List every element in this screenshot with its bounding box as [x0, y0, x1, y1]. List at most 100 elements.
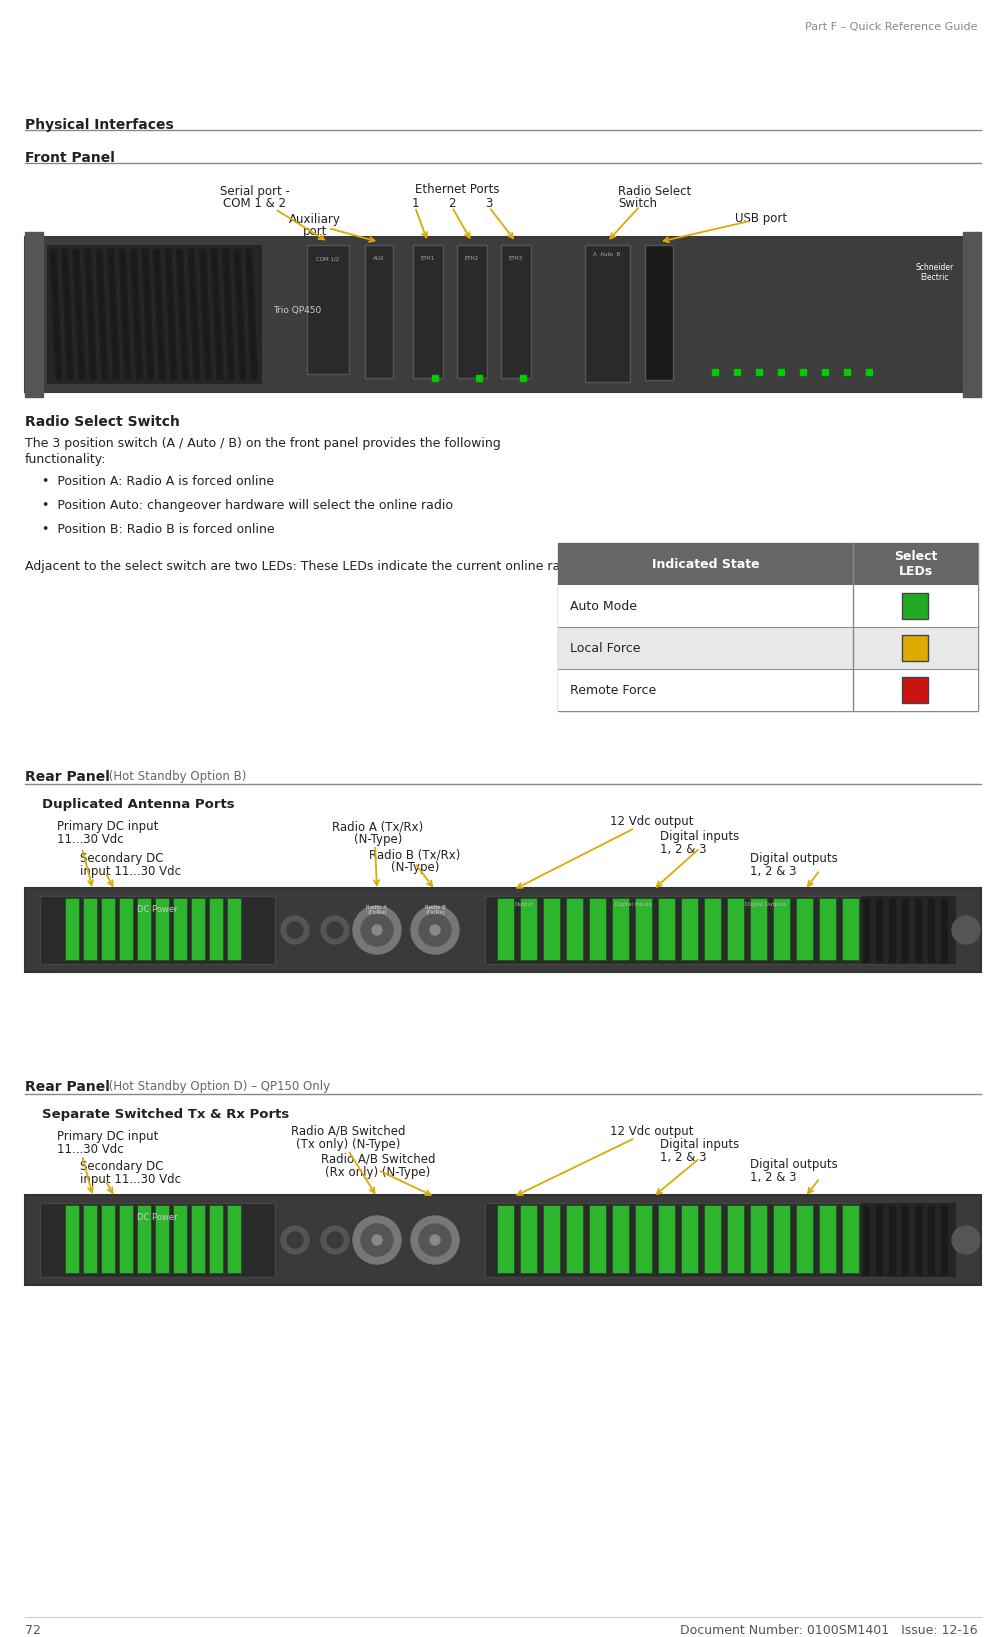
Circle shape — [353, 1216, 401, 1264]
Bar — [137, 1205, 151, 1274]
Text: Ethernet Ports: Ethernet Ports — [414, 183, 499, 196]
Text: Radio A
(Tx/Rx): Radio A (Tx/Rx) — [366, 905, 387, 915]
Text: Rear Panel: Rear Panel — [25, 769, 110, 784]
Bar — [796, 1205, 813, 1274]
Bar — [704, 899, 721, 959]
Bar — [585, 246, 630, 381]
Text: Digital outputs: Digital outputs — [750, 851, 838, 864]
Text: 1, 2 & 3: 1, 2 & 3 — [660, 1151, 706, 1164]
Text: functionality:: functionality: — [25, 453, 107, 467]
Circle shape — [411, 905, 459, 954]
Bar — [750, 899, 767, 959]
Text: Switch: Switch — [618, 196, 657, 210]
Text: Front Panel: Front Panel — [25, 151, 115, 165]
Circle shape — [321, 917, 349, 945]
Bar — [191, 899, 205, 959]
Text: Digital outputs: Digital outputs — [750, 1157, 838, 1170]
Text: Indicated State: Indicated State — [652, 558, 760, 571]
Text: input 11...30 Vdc: input 11...30 Vdc — [80, 864, 181, 877]
Text: USB port: USB port — [735, 213, 787, 224]
Bar — [227, 1205, 241, 1274]
Text: Radio A/B Switched: Radio A/B Switched — [291, 1125, 405, 1138]
Text: Secondary DC: Secondary DC — [80, 851, 164, 864]
Bar — [497, 1205, 514, 1274]
Text: 3: 3 — [485, 196, 493, 210]
Circle shape — [372, 925, 382, 935]
Bar — [704, 1205, 721, 1274]
Bar — [173, 899, 187, 959]
Text: Electric: Electric — [920, 273, 950, 282]
Text: 12 Vdc output: 12 Vdc output — [610, 1125, 693, 1138]
Circle shape — [287, 1233, 303, 1247]
Bar — [485, 1203, 885, 1277]
Text: AUX: AUX — [373, 257, 384, 262]
Circle shape — [281, 1226, 309, 1254]
Bar — [83, 1205, 97, 1274]
Bar — [209, 899, 223, 959]
Circle shape — [372, 1234, 382, 1246]
Bar — [155, 1205, 169, 1274]
Text: 1, 2 & 3: 1, 2 & 3 — [660, 843, 706, 856]
Text: Primary DC input: Primary DC input — [57, 820, 158, 833]
Text: Digital inputs: Digital inputs — [660, 1138, 739, 1151]
Text: ETH3: ETH3 — [509, 257, 523, 262]
Bar — [543, 1205, 560, 1274]
Bar — [635, 1205, 652, 1274]
Text: Part F – Quick Reference Guide: Part F – Quick Reference Guide — [806, 21, 978, 33]
Bar — [307, 246, 349, 373]
Bar — [861, 895, 956, 964]
Bar — [501, 246, 531, 378]
Text: COM 1 & 2: COM 1 & 2 — [223, 196, 287, 210]
Circle shape — [411, 1216, 459, 1264]
Text: •  Position B: Radio B is forced online: • Position B: Radio B is forced online — [42, 522, 275, 535]
Bar — [137, 899, 151, 959]
Text: (Hot Standby Option D) – QP150 Only: (Hot Standby Option D) – QP150 Only — [105, 1080, 330, 1094]
Text: Secondary DC: Secondary DC — [80, 1161, 164, 1174]
Bar — [681, 899, 698, 959]
Text: Auto Mode: Auto Mode — [570, 599, 637, 612]
Text: Physical Interfaces: Physical Interfaces — [25, 118, 174, 133]
Circle shape — [327, 1233, 343, 1247]
Text: •  Position A: Radio A is forced online: • Position A: Radio A is forced online — [42, 475, 274, 488]
Text: (Tx only) (N-Type): (Tx only) (N-Type) — [296, 1138, 400, 1151]
Text: Serial port -: Serial port - — [220, 185, 290, 198]
Text: Separate Switched Tx & Rx Ports: Separate Switched Tx & Rx Ports — [42, 1108, 290, 1121]
Text: Radio B
(Tx/Rx): Radio B (Tx/Rx) — [425, 905, 446, 915]
Text: 2: 2 — [449, 196, 456, 210]
Bar — [520, 899, 537, 959]
Bar — [727, 899, 744, 959]
Text: 1, 2 & 3: 1, 2 & 3 — [750, 864, 797, 877]
Bar — [861, 1203, 956, 1277]
Text: (Rx only) (N-Type): (Rx only) (N-Type) — [325, 1166, 431, 1179]
Circle shape — [361, 1224, 393, 1256]
Text: Local Force: Local Force — [570, 642, 641, 655]
Bar — [558, 670, 978, 710]
Text: DC Power: DC Power — [137, 1213, 178, 1221]
Bar — [558, 584, 978, 627]
Bar — [750, 1205, 767, 1274]
Bar — [819, 899, 836, 959]
Text: The 3 position switch (A / Auto / B) on the front panel provides the following: The 3 position switch (A / Auto / B) on … — [25, 437, 501, 450]
Text: Remote Force: Remote Force — [570, 684, 656, 696]
Bar — [209, 1205, 223, 1274]
Text: Digital Outputs: Digital Outputs — [745, 902, 787, 907]
Bar — [558, 543, 978, 584]
Bar — [681, 1205, 698, 1274]
Circle shape — [361, 913, 393, 946]
Bar — [155, 899, 169, 959]
Text: Output: Output — [515, 902, 534, 907]
Text: Auxiliary: Auxiliary — [289, 213, 341, 226]
Text: Radio Select Switch: Radio Select Switch — [25, 416, 180, 429]
Bar — [191, 1205, 205, 1274]
Text: 1, 2 & 3: 1, 2 & 3 — [750, 1170, 797, 1184]
Text: Radio A/B Switched: Radio A/B Switched — [321, 1152, 436, 1166]
Text: Schneider: Schneider — [915, 264, 954, 272]
Bar — [658, 899, 675, 959]
Text: Primary DC input: Primary DC input — [57, 1130, 158, 1143]
Text: Radio B (Tx/Rx): Radio B (Tx/Rx) — [369, 848, 461, 861]
Bar — [47, 246, 262, 385]
Circle shape — [952, 1226, 980, 1254]
Circle shape — [353, 905, 401, 954]
Text: (Hot Standby Option B): (Hot Standby Option B) — [105, 769, 246, 782]
Text: Duplicated Antenna Ports: Duplicated Antenna Ports — [42, 797, 234, 810]
